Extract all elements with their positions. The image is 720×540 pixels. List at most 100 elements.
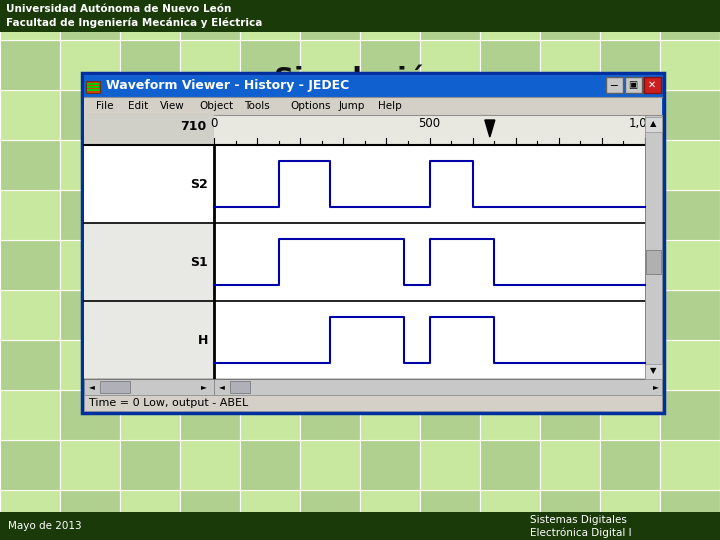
Bar (87, 86, 99, 88)
Text: ─: ─ (611, 80, 617, 90)
Text: ►: ► (201, 382, 207, 392)
Bar (420, 0, 480, 40)
Bar (660, 340, 720, 390)
Bar (540, 440, 600, 490)
Bar (60, 490, 120, 540)
Bar (120, 190, 180, 240)
Bar (600, 190, 660, 240)
Bar (84, 115, 662, 145)
Bar (660, 90, 720, 140)
Bar (360, 240, 420, 290)
Bar (360, 140, 420, 190)
Text: Sistemas Digitales: Sistemas Digitales (530, 515, 627, 525)
Bar (180, 90, 240, 140)
Bar (660, 290, 720, 340)
Bar (120, 140, 180, 190)
Bar (120, 390, 180, 440)
Bar (300, 40, 360, 90)
Bar (540, 490, 600, 540)
Bar (180, 140, 240, 190)
Bar (87, 83, 99, 85)
Bar (0, 140, 60, 190)
Bar (540, 0, 600, 40)
Text: File: File (96, 101, 114, 111)
Bar (540, 40, 600, 90)
Bar (300, 0, 360, 40)
Bar (540, 290, 600, 340)
Bar (240, 490, 300, 540)
Bar (600, 290, 660, 340)
Bar (360, 390, 420, 440)
Bar (120, 0, 180, 40)
Bar (180, 340, 240, 390)
Bar (120, 90, 180, 140)
Bar (420, 90, 480, 140)
Bar (660, 490, 720, 540)
Bar (60, 440, 120, 490)
Bar (600, 440, 660, 490)
Bar (540, 90, 600, 140)
Bar (60, 340, 120, 390)
Bar (0, 40, 60, 90)
Bar (480, 0, 540, 40)
Bar (180, 240, 240, 290)
Bar (240, 440, 300, 490)
Text: Facultad de Ingeniería Mecánica y Eléctrica: Facultad de Ingeniería Mecánica y Eléctr… (6, 18, 262, 28)
Bar (420, 40, 480, 90)
Bar (180, 390, 240, 440)
Text: Jump: Jump (339, 101, 365, 111)
Bar (240, 290, 300, 340)
Text: 0: 0 (210, 117, 217, 130)
Bar (84, 395, 662, 411)
Text: S1: S1 (190, 255, 208, 268)
Bar (120, 240, 180, 290)
Bar (420, 190, 480, 240)
Text: Universidad Autónoma de Nuevo León: Universidad Autónoma de Nuevo León (6, 4, 231, 14)
Bar (420, 390, 480, 440)
Bar (625, 77, 642, 93)
Text: 710: 710 (180, 120, 206, 133)
Bar (120, 490, 180, 540)
Bar (360, 490, 420, 540)
Bar (0, 190, 60, 240)
Bar (60, 0, 120, 40)
Bar (0, 512, 720, 540)
Bar (240, 240, 300, 290)
Text: ✕: ✕ (648, 80, 656, 90)
Bar (240, 140, 300, 190)
Bar (360, 0, 420, 40)
Bar (300, 490, 360, 540)
Bar (214, 379, 662, 395)
Bar (86, 81, 100, 93)
Bar (420, 490, 480, 540)
Bar (600, 40, 660, 90)
Text: 1,000: 1,000 (629, 117, 662, 130)
Text: S2: S2 (190, 178, 208, 191)
Bar (644, 77, 661, 93)
Bar (240, 40, 300, 90)
Bar (600, 340, 660, 390)
Text: Options: Options (290, 101, 330, 111)
Polygon shape (485, 120, 495, 137)
Bar (120, 340, 180, 390)
Bar (100, 381, 130, 393)
Bar (0, 90, 60, 140)
Bar (84, 115, 214, 145)
Bar (60, 140, 120, 190)
Bar (300, 340, 360, 390)
Text: Simulación: Simulación (274, 66, 446, 94)
Bar (180, 0, 240, 40)
Text: Tools: Tools (244, 101, 270, 111)
Bar (645, 364, 662, 379)
Bar (600, 140, 660, 190)
Bar (660, 240, 720, 290)
Bar (360, 290, 420, 340)
Text: ◄: ◄ (89, 382, 95, 392)
Bar (600, 490, 660, 540)
Bar (660, 140, 720, 190)
Text: Mayo de 2013: Mayo de 2013 (8, 521, 81, 531)
Bar (230, 381, 250, 393)
Text: ▼: ▼ (650, 366, 657, 375)
Bar (180, 290, 240, 340)
Bar (360, 190, 420, 240)
